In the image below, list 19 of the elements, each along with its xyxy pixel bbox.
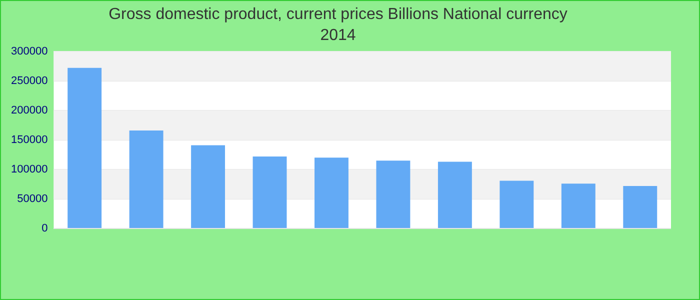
y-tick-label: 250000 — [10, 74, 48, 87]
bar — [376, 160, 410, 228]
bar — [500, 180, 534, 228]
y-tick-label: 50000 — [17, 193, 48, 206]
bar — [623, 186, 658, 228]
y-tick-label: 0 — [42, 222, 48, 235]
bar — [438, 162, 472, 228]
y-tick-label: 100000 — [10, 164, 48, 176]
bar — [314, 158, 348, 228]
y-tick-label: 300000 — [10, 45, 48, 58]
bar — [561, 184, 596, 228]
bar — [68, 68, 102, 228]
chart-title: Gross domestic product, current prices Billions National currency — [108, 6, 568, 24]
bar — [252, 156, 287, 228]
bar — [191, 145, 226, 228]
y-tick-label: 200000 — [10, 104, 48, 116]
y-tick-label: 150000 — [10, 134, 48, 146]
bar — [129, 130, 164, 228]
chart-subtitle: 2014 — [320, 27, 356, 44]
